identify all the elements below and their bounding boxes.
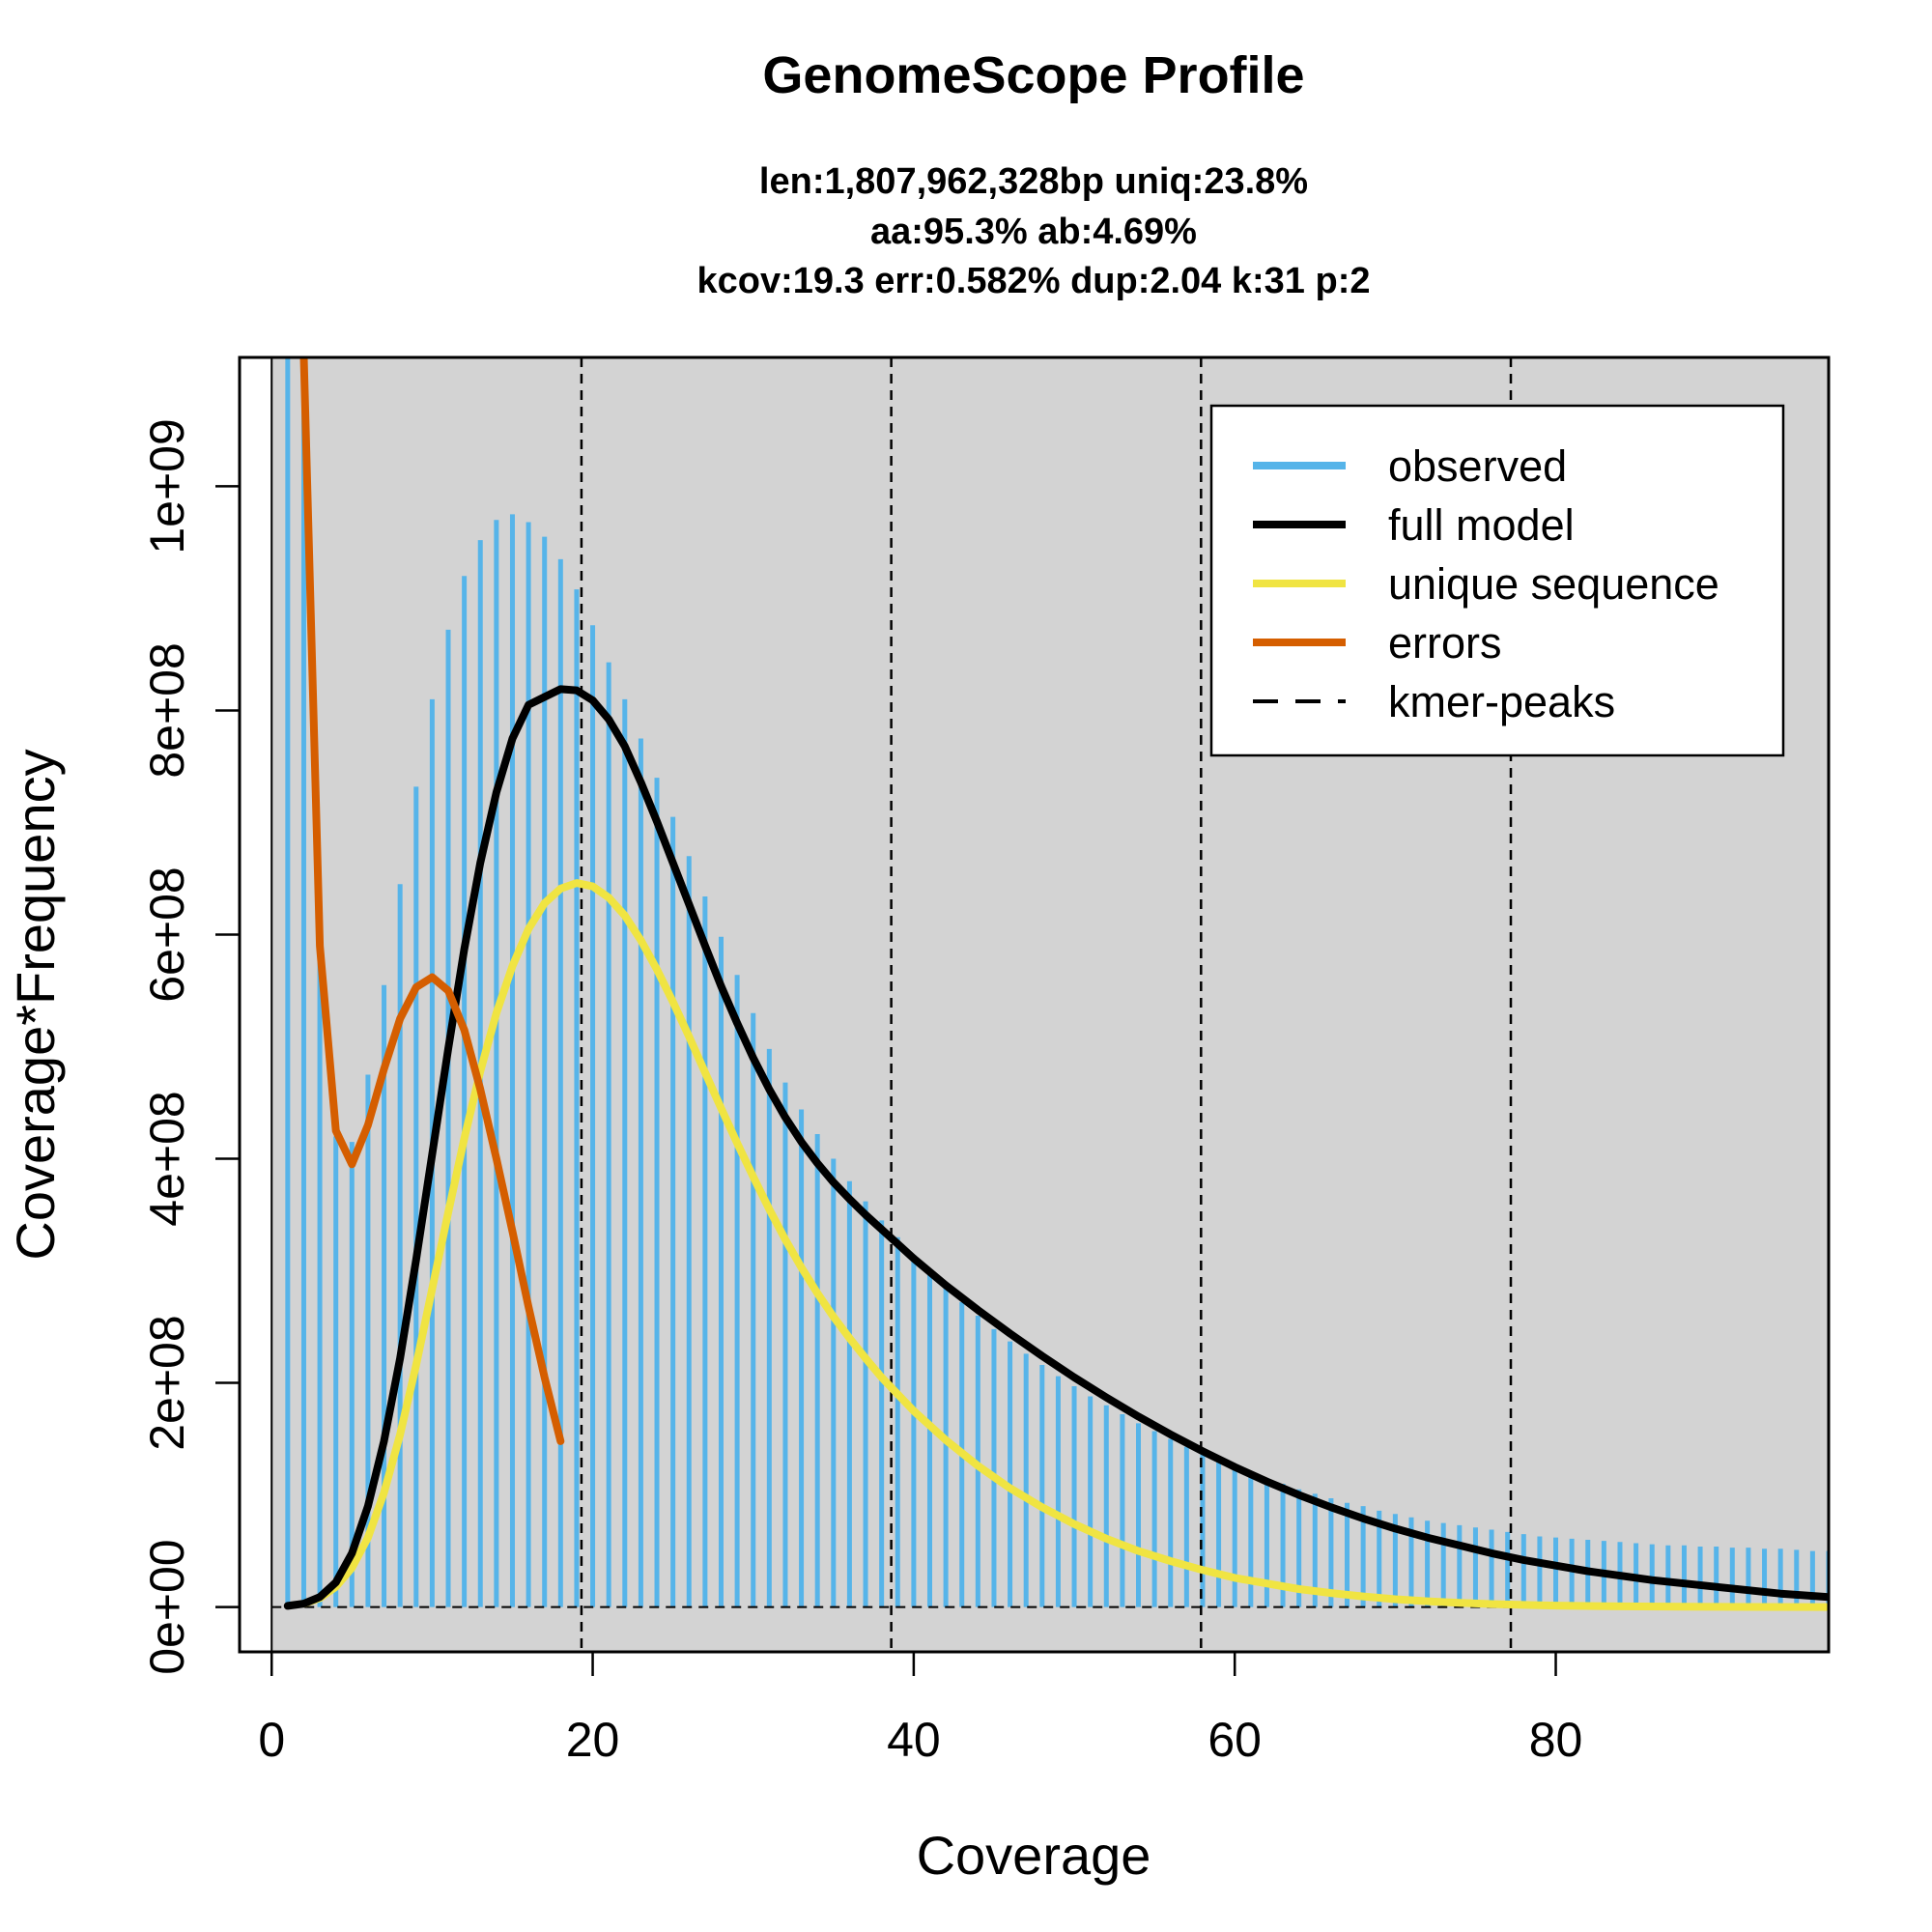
x-axis-label: Coverage [917,1825,1151,1886]
y-axis-label: Coverage*Frequency [5,749,66,1260]
legend-label: observed [1388,441,1567,491]
y-tick-label: 6e+08 [140,867,194,1002]
y-axis: 0e+00 2e+08 4e+08 6e+08 8e+08 1e+09 [140,418,242,1675]
y-tick-label: 0e+00 [140,1539,194,1674]
series-line-full-model [283,685,1829,1610]
legend-label: kmer-peaks [1388,677,1615,726]
series-line-unique-sequence [299,879,1829,1611]
chart-subtitle-line-1: len:1,807,962,328bp uniq:23.8% [759,161,1308,202]
y-tick-label: 8e+08 [140,642,194,778]
legend-label: full model [1388,500,1575,550]
x-tick-label: 20 [566,1713,620,1767]
x-tick-label: 80 [1529,1713,1583,1767]
x-tick-label: 0 [258,1713,285,1767]
chart-subtitle-line-2: aa:95.3% ab:4.69% [870,212,1197,252]
y-tick-label: 2e+08 [140,1315,194,1450]
chart-subtitle-line-3: kcov:19.3 err:0.582% dup:2.04 k:31 p:2 [696,261,1370,301]
x-axis: 0 20 40 60 80 [258,1650,1583,1767]
series-line-errors [299,357,565,1445]
legend-label: unique sequence [1388,559,1719,609]
legend-label: errors [1388,618,1502,668]
x-tick-label: 60 [1208,1713,1262,1767]
legend: observed full model unique sequence errors k… [1209,404,1785,757]
y-tick-label: 4e+08 [140,1091,194,1226]
y-tick-label: 1e+09 [140,418,194,554]
chart-title: GenomeScope Profile [762,46,1304,104]
x-tick-label: 40 [887,1713,941,1767]
